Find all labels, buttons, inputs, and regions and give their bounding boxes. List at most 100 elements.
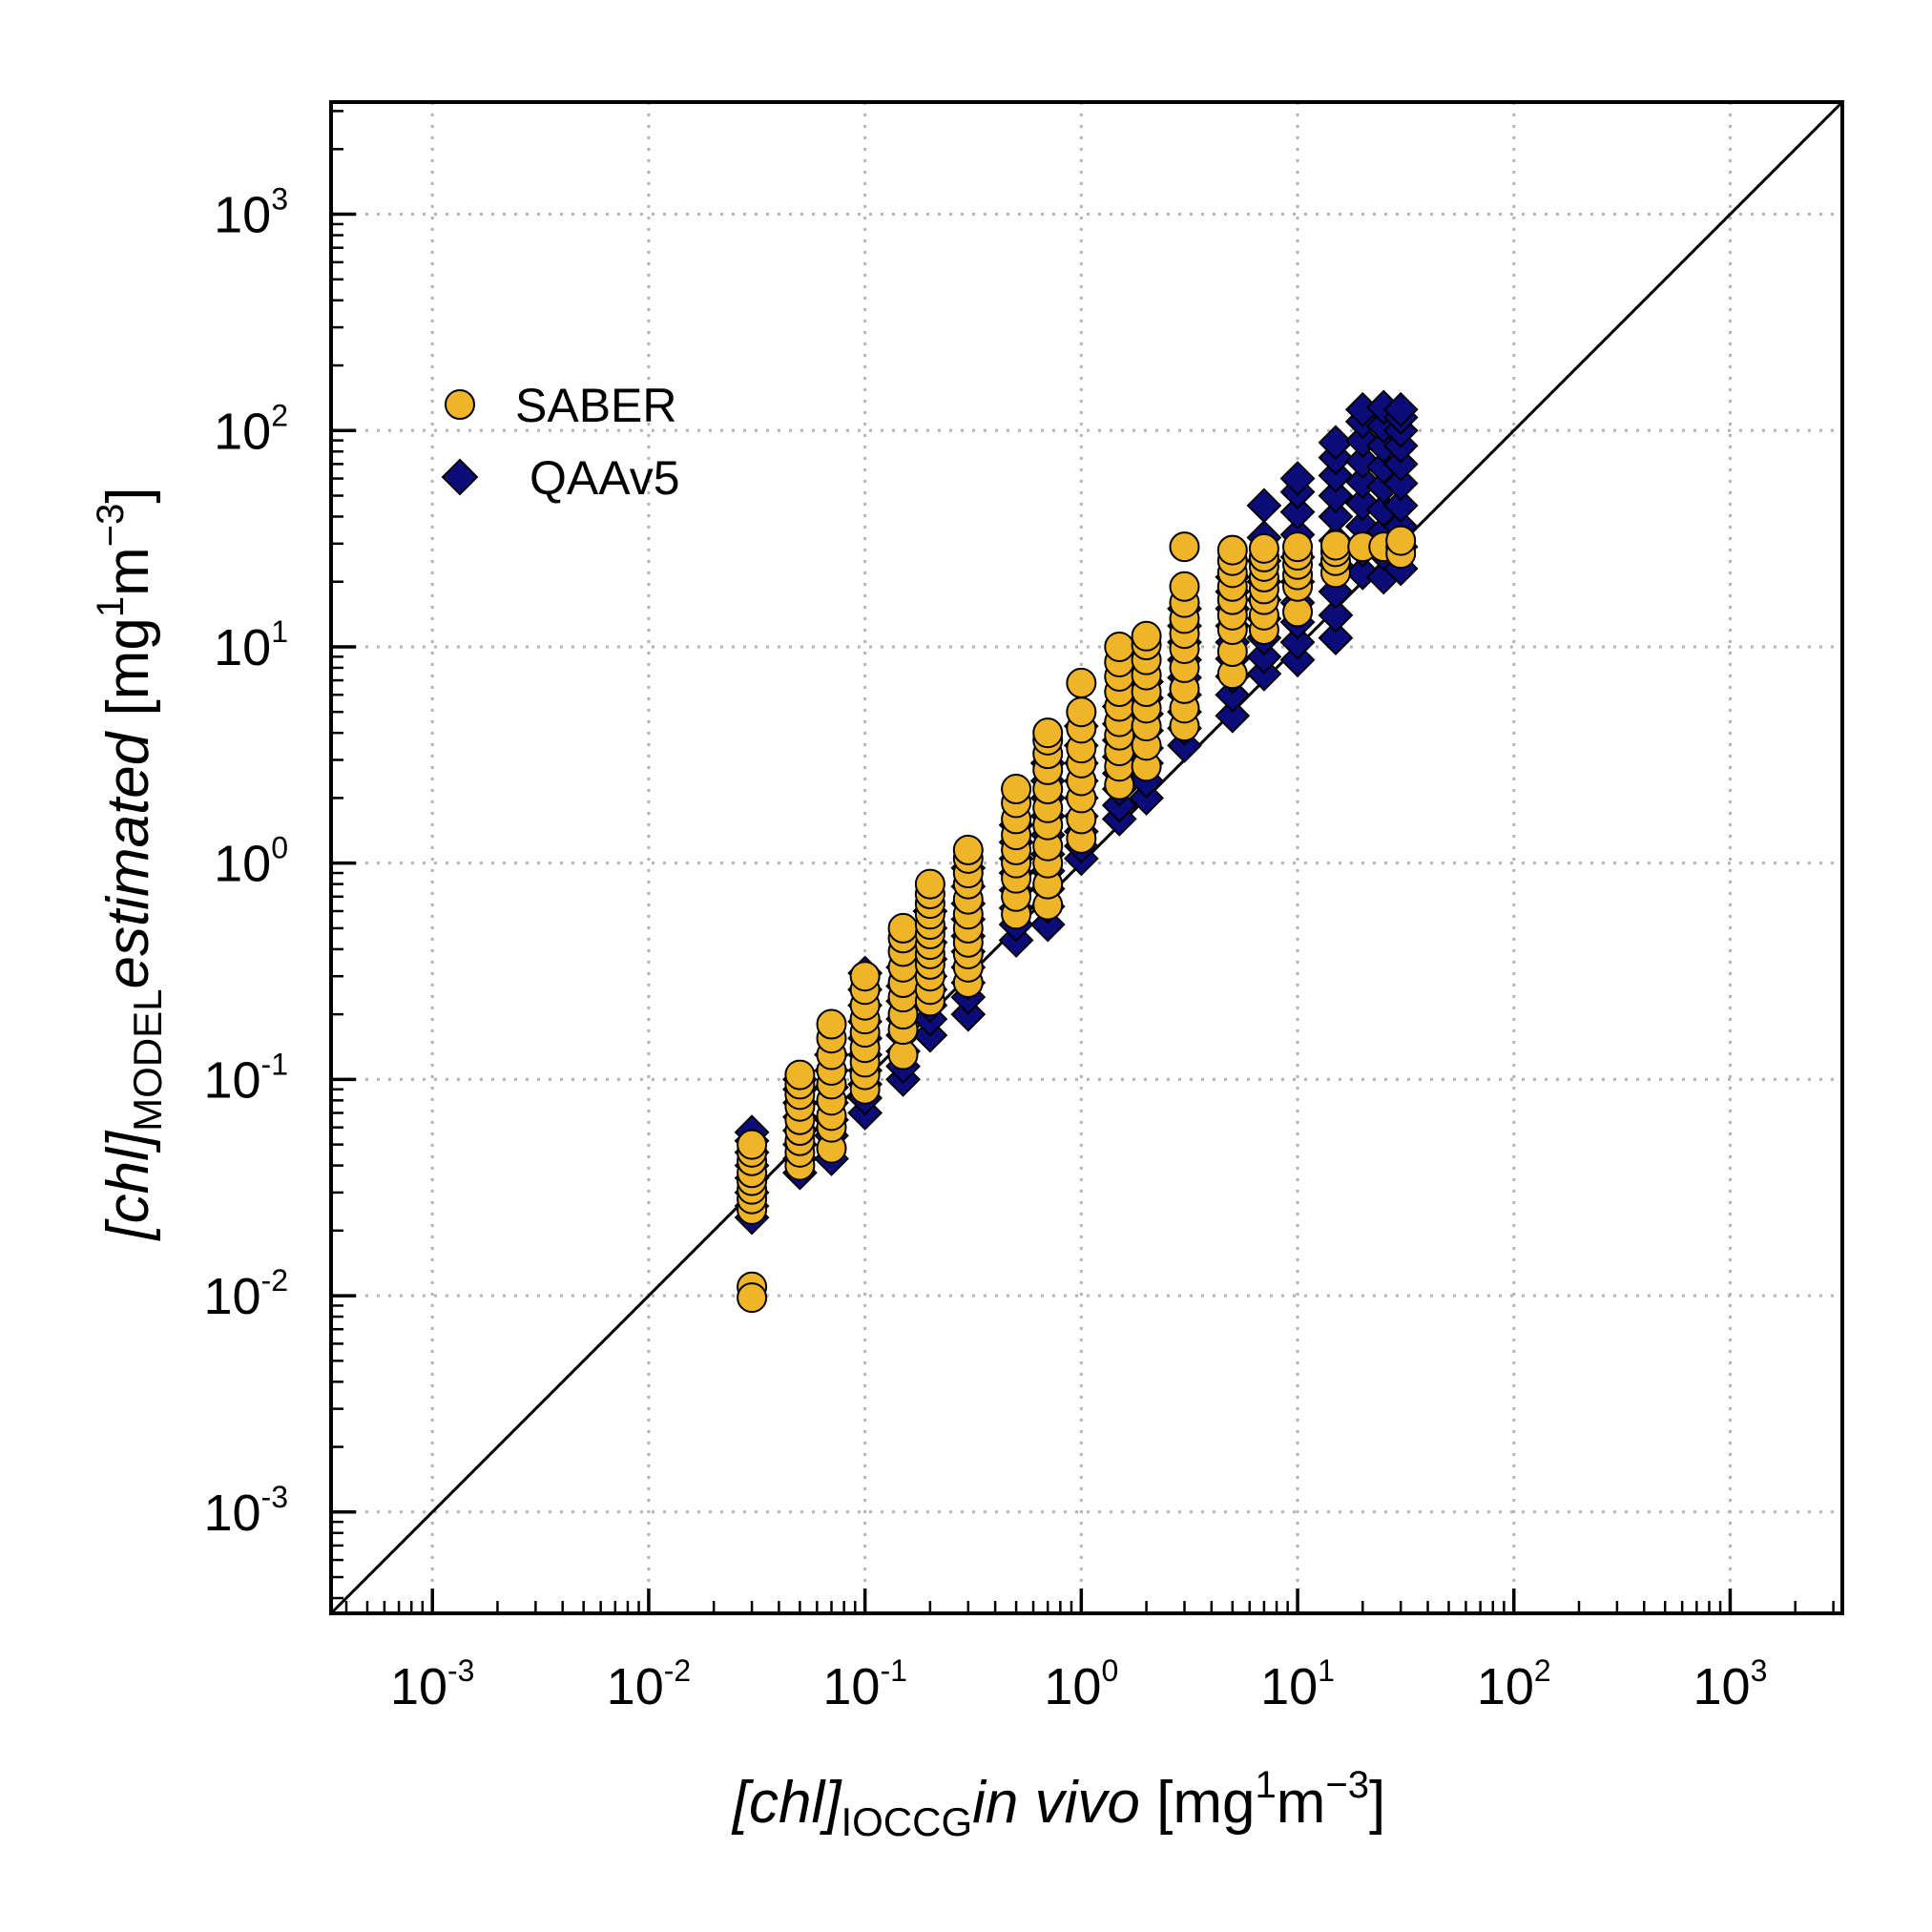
saber-point bbox=[1385, 525, 1417, 556]
y-title-unit-open: [mg bbox=[95, 617, 161, 733]
y-title-unit-close: ] bbox=[95, 487, 161, 503]
qaav5-point bbox=[1382, 466, 1419, 502]
y-tick-base: 10 bbox=[214, 619, 271, 676]
saber-point bbox=[1131, 620, 1162, 652]
saber-point bbox=[1032, 717, 1064, 749]
y-tick-label: 101 bbox=[214, 614, 288, 676]
qaav5-point bbox=[1279, 642, 1316, 678]
legend-label-qaav5: QAAv5 bbox=[530, 451, 680, 505]
saber-point bbox=[1282, 531, 1314, 563]
qaav5-point bbox=[1318, 620, 1354, 655]
x-tick-labels: 10-3 10-2 10-1 100 101 102 103 bbox=[390, 1653, 1767, 1715]
qaav5-point bbox=[1279, 624, 1316, 660]
qaav5-point bbox=[1318, 457, 1354, 493]
x-tick-exp: -1 bbox=[880, 1653, 906, 1688]
saber-point bbox=[1169, 571, 1200, 602]
saber-point bbox=[1319, 530, 1351, 561]
y-tick-label: 100 bbox=[214, 831, 288, 893]
saber-point bbox=[887, 912, 919, 944]
y-title-italic: estimated bbox=[95, 730, 161, 988]
y-title-main: [chl] bbox=[95, 1130, 161, 1241]
x-tick-exp: 1 bbox=[1318, 1653, 1335, 1688]
y-tick-base: 10 bbox=[214, 836, 271, 893]
qaav5-point bbox=[1279, 461, 1316, 496]
qaav5-point bbox=[1215, 697, 1251, 734]
x-tick-base: 10 bbox=[1477, 1658, 1534, 1715]
saber-point bbox=[1216, 534, 1248, 566]
saber-point bbox=[1066, 696, 1097, 728]
qaav5-point bbox=[1382, 391, 1419, 427]
x-tick-exp: -3 bbox=[447, 1653, 474, 1688]
saber-point bbox=[849, 961, 881, 992]
saber-point bbox=[1169, 531, 1200, 563]
y-tick-label: 102 bbox=[214, 398, 288, 460]
saber-point bbox=[1248, 532, 1279, 564]
x-title-unit-sup2: −3 bbox=[1325, 1764, 1369, 1806]
y-tick-base: 10 bbox=[214, 403, 271, 460]
x-tick-label: 10-2 bbox=[607, 1653, 692, 1715]
y-tick-base: 10 bbox=[203, 1268, 260, 1325]
data-points bbox=[734, 389, 1419, 1314]
x-tick-label: 102 bbox=[1477, 1653, 1551, 1715]
x-tick-base: 10 bbox=[390, 1658, 447, 1715]
y-tick-label: 10-2 bbox=[203, 1263, 288, 1325]
qaav5-point bbox=[1318, 597, 1354, 634]
x-title-unit-close: ] bbox=[1369, 1770, 1385, 1836]
x-title-unit-sup1: 1 bbox=[1255, 1764, 1276, 1806]
legend-marker-saber bbox=[445, 389, 475, 420]
y-tick-exp: -1 bbox=[261, 1047, 288, 1081]
legend-label-saber: SABER bbox=[515, 379, 677, 432]
legend: SABER QAAv5 bbox=[441, 379, 680, 505]
qaav5-point bbox=[1318, 478, 1354, 513]
x-tick-base: 10 bbox=[1260, 1658, 1318, 1715]
plot-frame bbox=[329, 100, 1844, 1615]
y-title-unit-sup2: −3 bbox=[90, 504, 132, 548]
y-tick-exp: -3 bbox=[261, 1480, 288, 1514]
saber-point bbox=[1066, 667, 1097, 698]
y-tick-base: 10 bbox=[203, 1485, 260, 1542]
saber-point bbox=[784, 1059, 816, 1091]
saber-point bbox=[737, 1129, 768, 1160]
x-tick-label: 101 bbox=[1260, 1653, 1335, 1715]
x-title-sub: IOCCG bbox=[841, 1799, 972, 1844]
y-tick-base: 10 bbox=[214, 187, 271, 244]
x-title-unit-mid: m bbox=[1277, 1770, 1326, 1836]
y-tick-exp: -2 bbox=[261, 1263, 288, 1298]
x-tick-label: 100 bbox=[1044, 1653, 1118, 1715]
y-tick-label: 10-3 bbox=[203, 1480, 288, 1542]
x-tick-label: 10-1 bbox=[822, 1653, 907, 1715]
x-tick-label: 10-3 bbox=[390, 1653, 475, 1715]
y-tick-exp: 0 bbox=[271, 831, 288, 865]
saber-point bbox=[1104, 631, 1135, 662]
saber-point bbox=[816, 1008, 847, 1040]
y-tick-exp: 1 bbox=[271, 614, 288, 649]
y-tick-exp: 2 bbox=[271, 398, 288, 432]
x-tick-base: 10 bbox=[607, 1658, 664, 1715]
x-title-italic: in vivo bbox=[972, 1770, 1140, 1836]
x-tick-exp: 2 bbox=[1534, 1653, 1551, 1688]
x-tick-exp: -2 bbox=[664, 1653, 691, 1688]
x-tick-base: 10 bbox=[1044, 1658, 1101, 1715]
y-tick-base: 10 bbox=[203, 1051, 260, 1109]
x-tick-exp: 0 bbox=[1101, 1653, 1118, 1688]
saber-point bbox=[737, 1282, 768, 1314]
axis-ticks bbox=[331, 110, 1835, 1613]
qaav5-point bbox=[1382, 446, 1419, 482]
qaav5-point bbox=[1279, 494, 1316, 530]
saber-point bbox=[914, 868, 945, 900]
x-tick-base: 10 bbox=[822, 1658, 880, 1715]
y-axis-title: [chl]MODELestimated [mg1m−3] bbox=[90, 487, 170, 1241]
y-tick-label: 10-1 bbox=[203, 1047, 288, 1109]
saber-point bbox=[1282, 596, 1314, 628]
y-tick-exp: 3 bbox=[271, 182, 288, 217]
qaav5-point bbox=[1382, 488, 1419, 524]
saber-point bbox=[952, 834, 984, 865]
qaav5-point bbox=[1246, 488, 1282, 524]
legend-marker-qaav5 bbox=[441, 458, 479, 496]
y-tick-label: 103 bbox=[214, 182, 288, 244]
x-axis-title: [chl]IOCCGin vivo [mg1m−3] bbox=[731, 1764, 1385, 1844]
x-tick-exp: 3 bbox=[1751, 1653, 1768, 1688]
saber-point bbox=[1001, 774, 1032, 805]
